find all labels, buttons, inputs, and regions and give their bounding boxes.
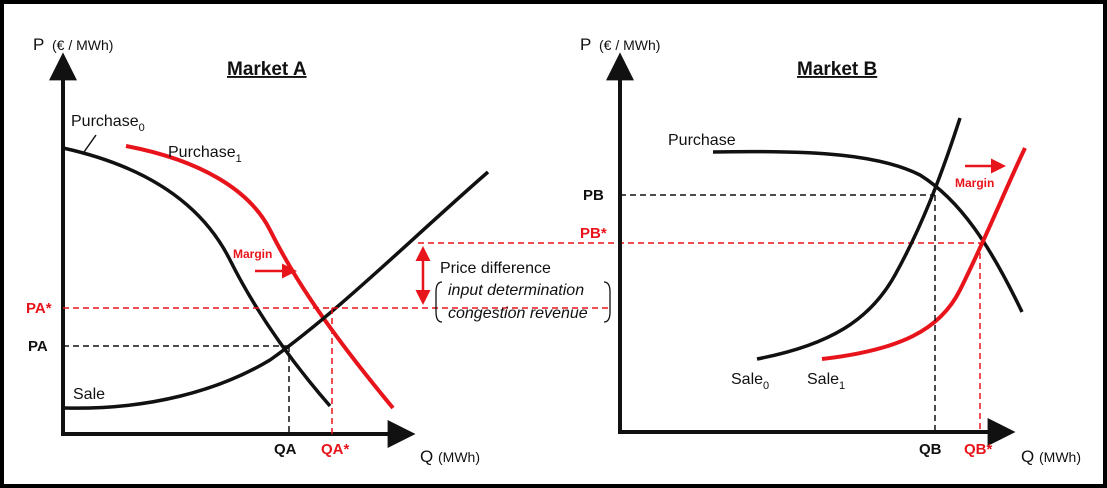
purchase1-label: Purchase1 xyxy=(168,144,242,165)
bracket-right xyxy=(603,281,611,323)
pb-star-label: PB* xyxy=(580,225,607,242)
market-b-panel: P (€ / MWh) Q (MWh) Market B Purchase Sa… xyxy=(580,35,1081,466)
qb-star-label: QB* xyxy=(964,441,993,458)
market-b-y-unit: (€ / MWh) xyxy=(599,37,660,53)
price-difference-line1: input determination xyxy=(448,282,584,299)
market-b-margin-label: Margin xyxy=(955,176,994,190)
market-a-y-unit: (€ / MWh) xyxy=(52,37,113,53)
qa-label: QA xyxy=(274,441,297,458)
sale-curve xyxy=(64,170,490,410)
purchase0-label: Purchase0 xyxy=(71,113,145,134)
price-difference-label: Price difference xyxy=(440,260,551,277)
market-a-margin-label: Margin xyxy=(233,247,272,261)
sale-label: Sale xyxy=(73,386,105,403)
bracket-left xyxy=(435,281,443,323)
qb-label: QB xyxy=(919,441,942,458)
market-b-title: Market B xyxy=(797,59,877,80)
sale1-label: Sale1 xyxy=(807,371,845,392)
pb-label: PB xyxy=(583,187,604,204)
purchase0-curve xyxy=(62,146,332,408)
market-a-panel: P (€ / MWh) Q (MWh) Market A Purchase0 P… xyxy=(26,35,490,466)
market-b-x-label: Q xyxy=(1021,447,1034,466)
market-a-x-label: Q xyxy=(420,447,433,466)
market-a-y-label: P xyxy=(33,35,44,54)
pa-star-label: PA* xyxy=(26,300,52,317)
market-b-y-label: P xyxy=(580,35,591,54)
market-a-x-unit: (MWh) xyxy=(438,449,480,465)
price-difference-group: Price difference input determination con… xyxy=(332,242,983,323)
purchase-curve xyxy=(712,149,1024,313)
qa-star-label: QA* xyxy=(321,441,350,458)
purchase1-curve xyxy=(125,144,395,410)
sale0-curve xyxy=(756,117,962,361)
purchase0-pointer xyxy=(83,134,97,153)
market-a-title: Market A xyxy=(227,59,307,80)
purchase-label: Purchase xyxy=(668,132,736,149)
sale0-label: Sale0 xyxy=(731,371,769,392)
pa-label: PA xyxy=(28,338,48,355)
price-difference-line2: congestion revenue xyxy=(448,305,588,322)
sale1-curve xyxy=(821,147,1027,361)
market-b-x-unit: (MWh) xyxy=(1039,449,1081,465)
